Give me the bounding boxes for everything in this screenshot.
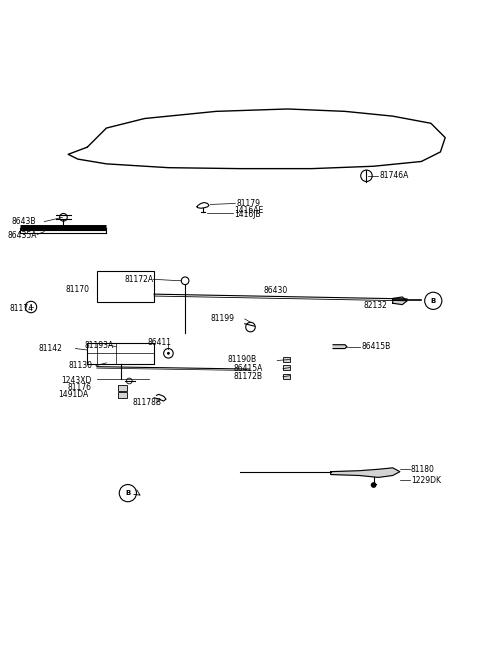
Text: 1491DA: 1491DA: [59, 390, 89, 399]
Text: 81193A: 81193A: [84, 341, 114, 350]
Text: 81174: 81174: [10, 304, 34, 313]
Text: 1416AE: 1416AE: [234, 206, 264, 215]
Text: 1416JB: 1416JB: [234, 210, 261, 219]
Text: 8643B: 8643B: [12, 217, 36, 226]
Polygon shape: [333, 345, 347, 349]
Text: 86415B: 86415B: [361, 342, 390, 351]
Text: 81199: 81199: [210, 315, 234, 323]
Text: 81178B: 81178B: [132, 398, 162, 407]
Polygon shape: [393, 297, 407, 305]
Bar: [118, 392, 127, 398]
Text: 86411: 86411: [148, 338, 172, 347]
Text: 81130: 81130: [68, 361, 92, 371]
Bar: [118, 385, 127, 391]
Polygon shape: [331, 468, 400, 478]
Text: 86430: 86430: [264, 286, 288, 295]
Text: B: B: [431, 298, 436, 304]
Text: 86415A: 86415A: [234, 364, 263, 373]
Text: 82132: 82132: [363, 301, 387, 310]
Text: 81179: 81179: [237, 199, 261, 208]
Bar: [283, 374, 289, 378]
Text: 81142: 81142: [38, 344, 62, 353]
Text: 81746A: 81746A: [380, 171, 409, 180]
Text: 81172B: 81172B: [234, 373, 263, 381]
Text: 86435A: 86435A: [7, 231, 36, 240]
Text: 81170: 81170: [65, 285, 89, 294]
Text: 81180: 81180: [411, 464, 435, 474]
Text: B: B: [125, 490, 131, 496]
Text: 81172A: 81172A: [124, 275, 154, 284]
Bar: [283, 365, 289, 370]
Text: 1229DK: 1229DK: [411, 476, 441, 485]
Circle shape: [371, 482, 376, 488]
Text: 81176: 81176: [67, 382, 91, 392]
Bar: [97, 271, 154, 302]
Text: 81190B: 81190B: [228, 355, 257, 364]
Circle shape: [167, 352, 170, 355]
Bar: [283, 357, 289, 362]
Text: 1243XD: 1243XD: [61, 376, 91, 384]
